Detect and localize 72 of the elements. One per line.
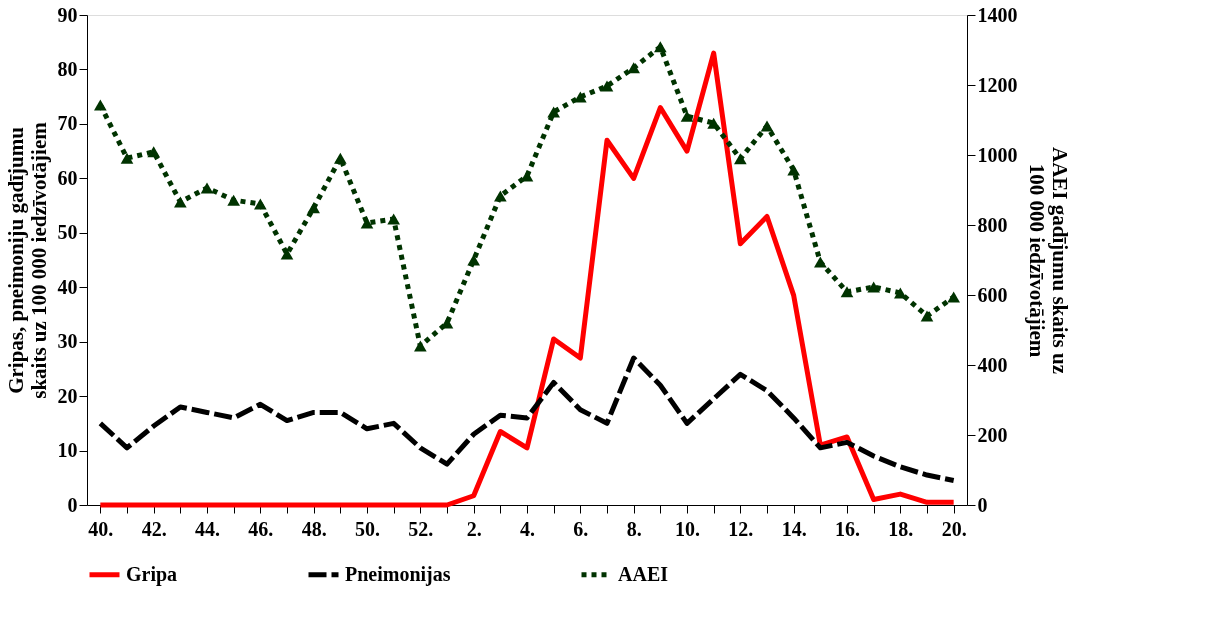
x-tick-label: 46. bbox=[248, 517, 274, 540]
y-tick-label: 80 bbox=[57, 57, 78, 80]
y-tick-label: 30 bbox=[57, 330, 78, 353]
x-tick-label: 44. bbox=[195, 517, 220, 540]
point bbox=[200, 182, 214, 194]
x-tick-label: 12. bbox=[728, 517, 754, 540]
point bbox=[627, 62, 640, 74]
legend-label: Gripa bbox=[126, 562, 178, 586]
point bbox=[94, 99, 107, 111]
y-tick-label: 70 bbox=[57, 112, 78, 135]
point bbox=[360, 217, 374, 229]
point bbox=[280, 248, 294, 260]
y-tick-label: 20 bbox=[57, 384, 78, 407]
y2-tick-label: 1200 bbox=[977, 73, 1018, 96]
x-tick-label: 18. bbox=[888, 517, 914, 540]
point bbox=[574, 91, 587, 103]
point bbox=[334, 152, 347, 164]
point bbox=[254, 198, 267, 210]
y-tick-label: 0 bbox=[67, 493, 78, 516]
y2-tick-label: 800 bbox=[977, 213, 1008, 236]
y2-tick-label: 1000 bbox=[977, 143, 1018, 166]
point bbox=[680, 110, 694, 122]
x-tick-label: 40. bbox=[88, 517, 114, 540]
x-tick-label: 16. bbox=[835, 517, 860, 540]
x-tick-label: 2. bbox=[466, 517, 482, 540]
point bbox=[920, 310, 934, 322]
x-tick-label: 52. bbox=[408, 517, 434, 540]
y2-tick-label: 200 bbox=[977, 423, 1008, 446]
y-tick-label: 40 bbox=[57, 275, 78, 298]
point bbox=[840, 286, 854, 298]
y2-axis-title: AAEI gadījumu skaits uz 100 000 iedzīvotājiem bbox=[1024, 147, 1072, 374]
point bbox=[307, 202, 320, 214]
point bbox=[867, 281, 880, 293]
legend-label: AAEI bbox=[618, 562, 669, 585]
y-tick-label: 60 bbox=[57, 166, 78, 189]
point bbox=[654, 41, 667, 53]
point bbox=[174, 196, 187, 208]
point bbox=[120, 152, 134, 164]
x-tick-label: 4. bbox=[520, 517, 535, 540]
x-tick-label: 48. bbox=[301, 517, 327, 540]
x-tick-label: 14. bbox=[781, 517, 807, 540]
y-axis-title: Gripas, pneimoniju gadījumu skaits uz 100 000 iedzīvotājiem bbox=[3, 121, 51, 399]
point bbox=[520, 170, 534, 182]
point bbox=[147, 146, 160, 158]
y2-tick-label: 0 bbox=[977, 493, 988, 516]
x-tick-label: 50. bbox=[355, 517, 380, 540]
point bbox=[467, 254, 480, 266]
y-tick-label: 90 bbox=[57, 3, 78, 26]
point bbox=[787, 164, 800, 176]
point bbox=[707, 117, 720, 129]
point bbox=[387, 213, 400, 225]
point bbox=[760, 120, 774, 132]
y2-tick-label: 400 bbox=[977, 353, 1008, 376]
point bbox=[440, 317, 454, 329]
point bbox=[414, 340, 427, 352]
point bbox=[494, 190, 507, 202]
x-tick-label: 6. bbox=[573, 517, 589, 540]
point bbox=[600, 80, 614, 92]
point bbox=[814, 256, 827, 268]
y-tick-label: 50 bbox=[57, 221, 78, 244]
legend-label: Pneimonijas bbox=[345, 562, 451, 586]
x-tick-label: 20. bbox=[941, 517, 967, 540]
point bbox=[227, 194, 240, 206]
x-tick-label: 8. bbox=[626, 517, 642, 540]
y2-tick-label: 600 bbox=[977, 283, 1008, 306]
x-tick-label: 42. bbox=[141, 517, 167, 540]
point bbox=[947, 291, 960, 303]
y2-tick-label: 1400 bbox=[977, 3, 1018, 26]
point bbox=[734, 153, 747, 165]
point bbox=[547, 106, 560, 118]
x-tick-label: 10. bbox=[675, 517, 700, 540]
y-tick-label: 10 bbox=[57, 439, 78, 462]
